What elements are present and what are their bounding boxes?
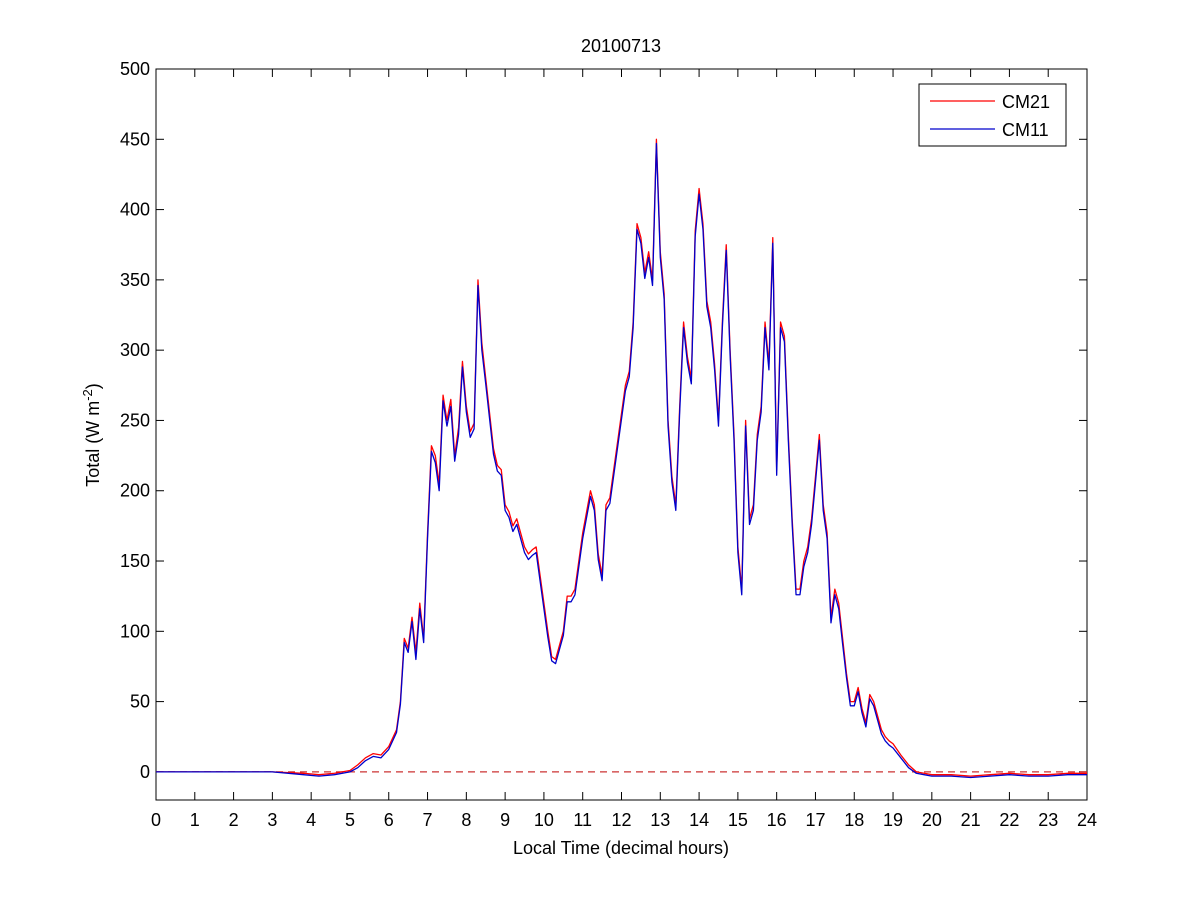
x-tick-label: 11 (573, 810, 592, 830)
x-tick-label: 7 (423, 810, 433, 830)
x-tick-label: 0 (151, 810, 161, 830)
y-tick-label: 100 (120, 621, 150, 641)
x-tick-label: 6 (384, 810, 394, 830)
legend-box (918, 83, 1067, 147)
plot-frame (155, 68, 1088, 801)
x-axis-title: Local Time (decimal hours) (513, 838, 729, 858)
x-tick-label: 12 (611, 810, 631, 830)
plot-area: 0 1 2 3 4 5 6 7 8 9 10 11 12 13 14 15 16 17 18 19 20 21 22 23 24… (120, 59, 1097, 830)
x-tick-label: 10 (534, 810, 554, 830)
y-tick-label: 250 (120, 410, 150, 430)
y-tick-label: 50 (130, 692, 150, 712)
x-tick-label: 1 (190, 810, 200, 830)
x-tick-label: 5 (345, 810, 355, 830)
x-tick-label: 17 (805, 810, 825, 830)
y-axis-ticks: 0 50 100 150 200 250 300 350 400 450 500 (120, 59, 1087, 782)
y-tick-label: 450 (120, 129, 150, 149)
x-tick-label: 19 (883, 810, 903, 830)
x-tick-label: 20 (922, 810, 942, 830)
y-tick-label: 150 (120, 551, 150, 571)
y-axis-title-main: Total (W m (83, 401, 103, 487)
x-tick-label: 23 (1038, 810, 1058, 830)
y-axis-title: Total (W m-2) (80, 383, 103, 487)
x-tick-label: 8 (461, 810, 471, 830)
x-tick-label: 13 (650, 810, 670, 830)
legend-label-cm21: CM21 (1002, 92, 1050, 112)
y-tick-label: 400 (120, 200, 150, 220)
y-tick-label: 200 (120, 481, 150, 501)
y-tick-label: 300 (120, 340, 150, 360)
series-line-cm11 (156, 142, 1087, 779)
y-tick-label: 350 (120, 270, 150, 290)
x-tick-label: 3 (267, 810, 277, 830)
y-tick-label: 0 (140, 762, 150, 782)
x-tick-label: 22 (999, 810, 1019, 830)
x-tick-label: 18 (844, 810, 864, 830)
x-tick-label: 15 (728, 810, 748, 830)
x-tick-label: 2 (229, 810, 239, 830)
legend-label-cm11: CM11 (1002, 120, 1049, 140)
x-tick-label: 9 (500, 810, 510, 830)
series-line-cm21 (156, 138, 1087, 777)
series-lines (156, 138, 1087, 779)
x-tick-label: 14 (689, 810, 709, 830)
y-axis-title-superscript: -2 (80, 389, 95, 401)
x-tick-label: 21 (961, 810, 981, 830)
x-tick-label: 4 (306, 810, 316, 830)
chart-title: 20100713 (581, 36, 661, 56)
x-axis-ticks: 0 1 2 3 4 5 6 7 8 9 10 11 12 13 14 15 16 17 18 19 20 21 22 23 24 (151, 69, 1097, 830)
x-tick-label: 16 (767, 810, 787, 830)
y-axis-title-close: ) (83, 383, 103, 389)
legend: CM21 CM11 (918, 83, 1067, 147)
legend-items: CM21 CM11 (930, 92, 1050, 140)
y-tick-label: 500 (120, 59, 150, 79)
x-tick-label: 24 (1077, 810, 1097, 830)
